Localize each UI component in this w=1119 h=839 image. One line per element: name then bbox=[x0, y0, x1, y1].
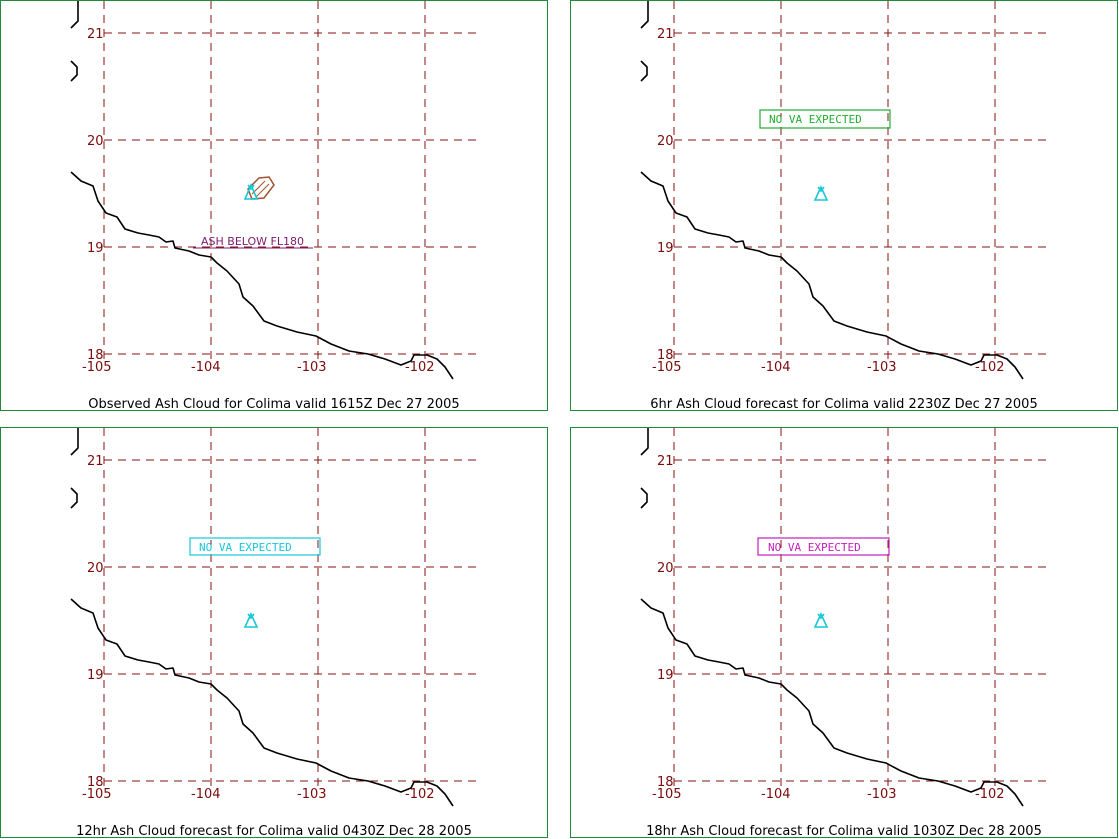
no-va-label: NO VA EXPECTED bbox=[769, 113, 862, 126]
lat-label: 19 bbox=[657, 668, 674, 683]
lat-labels: 21 20 19 18 bbox=[657, 27, 674, 363]
lat-labels: 21 20 19 18 bbox=[87, 27, 104, 363]
lon-label: -105 bbox=[652, 787, 682, 802]
lat-label: 18 bbox=[87, 348, 104, 363]
map-panel-6hr: 21 20 19 18 -105 -104 -103 -102 NO VA EX… bbox=[570, 0, 1118, 411]
lon-label: -105 bbox=[82, 787, 112, 802]
lon-label: -104 bbox=[191, 360, 221, 375]
lon-label: -105 bbox=[82, 360, 112, 375]
lat-label: 20 bbox=[657, 561, 674, 576]
lat-label: 21 bbox=[657, 27, 674, 42]
lat-label: 19 bbox=[87, 668, 104, 683]
grid bbox=[103, 428, 481, 788]
grid bbox=[103, 1, 481, 361]
map-svg: 21 20 19 18 -105 -104 -103 -102 NO VA EX… bbox=[70, 428, 481, 807]
no-va-box: NO VA EXPECTED bbox=[757, 537, 890, 556]
lat-label: 18 bbox=[657, 348, 674, 363]
map-svg: 21 20 19 18 -105 -104 -103 -102 NO VA EX… bbox=[640, 428, 1051, 807]
lat-labels: 21 20 19 18 bbox=[87, 454, 104, 790]
lon-label: -104 bbox=[761, 360, 791, 375]
lon-label: -102 bbox=[975, 787, 1005, 802]
coastline bbox=[640, 428, 1024, 807]
coastline bbox=[70, 428, 454, 807]
ash-label: ASH BELOW FL180 bbox=[201, 235, 304, 248]
lat-label: 21 bbox=[87, 454, 104, 469]
volcano-icon bbox=[243, 182, 259, 200]
lon-labels: -105 -104 -103 -102 bbox=[82, 360, 435, 375]
lat-label: 19 bbox=[657, 241, 674, 256]
panel-caption: 18hr Ash Cloud forecast for Colima valid… bbox=[646, 824, 1042, 838]
volcano-icon bbox=[813, 185, 829, 201]
lon-labels: -105 -104 -103 -102 bbox=[652, 360, 1005, 375]
grid bbox=[673, 428, 1051, 788]
map-svg: 21 20 19 18 -105 -104 -103 -102 ASH BELO… bbox=[70, 1, 481, 380]
grid bbox=[673, 1, 1051, 361]
map-panel-18hr: 21 20 19 18 -105 -104 -103 -102 NO VA EX… bbox=[570, 427, 1118, 838]
volcano-icon bbox=[243, 612, 259, 628]
no-va-box: NO VA EXPECTED bbox=[759, 109, 891, 129]
no-va-label: NO VA EXPECTED bbox=[768, 541, 861, 554]
coastline bbox=[640, 1, 1024, 380]
lon-labels: -105 -104 -103 -102 bbox=[652, 787, 1005, 802]
lon-label: -104 bbox=[761, 787, 791, 802]
lon-label: -103 bbox=[297, 360, 327, 375]
lon-label: -103 bbox=[297, 787, 327, 802]
lat-label: 20 bbox=[657, 134, 674, 149]
lat-label: 18 bbox=[87, 775, 104, 790]
no-va-label: NO VA EXPECTED bbox=[199, 541, 292, 554]
lon-label: -104 bbox=[191, 787, 221, 802]
lon-label: -102 bbox=[405, 360, 435, 375]
panel-caption: Observed Ash Cloud for Colima valid 1615… bbox=[88, 397, 460, 411]
coastline bbox=[70, 1, 454, 380]
no-va-box: NO VA EXPECTED bbox=[189, 537, 321, 556]
lon-labels: -105 -104 -103 -102 bbox=[82, 787, 435, 802]
lat-label: 21 bbox=[87, 27, 104, 42]
panel-caption: 6hr Ash Cloud forecast for Colima valid … bbox=[650, 397, 1038, 411]
map-panel-12hr: 21 20 19 18 -105 -104 -103 -102 NO VA EX… bbox=[0, 427, 548, 838]
lon-label: -102 bbox=[405, 787, 435, 802]
lat-labels: 21 20 19 18 bbox=[657, 454, 674, 790]
lon-label: -103 bbox=[867, 360, 897, 375]
lon-label: -102 bbox=[975, 360, 1005, 375]
lat-label: 18 bbox=[657, 775, 674, 790]
lon-label: -103 bbox=[867, 787, 897, 802]
map-svg: 21 20 19 18 -105 -104 -103 -102 NO VA EX… bbox=[640, 1, 1051, 380]
lat-label: 19 bbox=[87, 241, 104, 256]
lat-label: 21 bbox=[657, 454, 674, 469]
lon-label: -105 bbox=[652, 360, 682, 375]
map-panel-observed: 21 20 19 18 -105 -104 -103 -102 ASH BELO… bbox=[0, 0, 548, 411]
panel-caption: 12hr Ash Cloud forecast for Colima valid… bbox=[76, 824, 472, 838]
volcano-icon bbox=[813, 612, 829, 628]
lat-label: 20 bbox=[87, 561, 104, 576]
lat-label: 20 bbox=[87, 134, 104, 149]
